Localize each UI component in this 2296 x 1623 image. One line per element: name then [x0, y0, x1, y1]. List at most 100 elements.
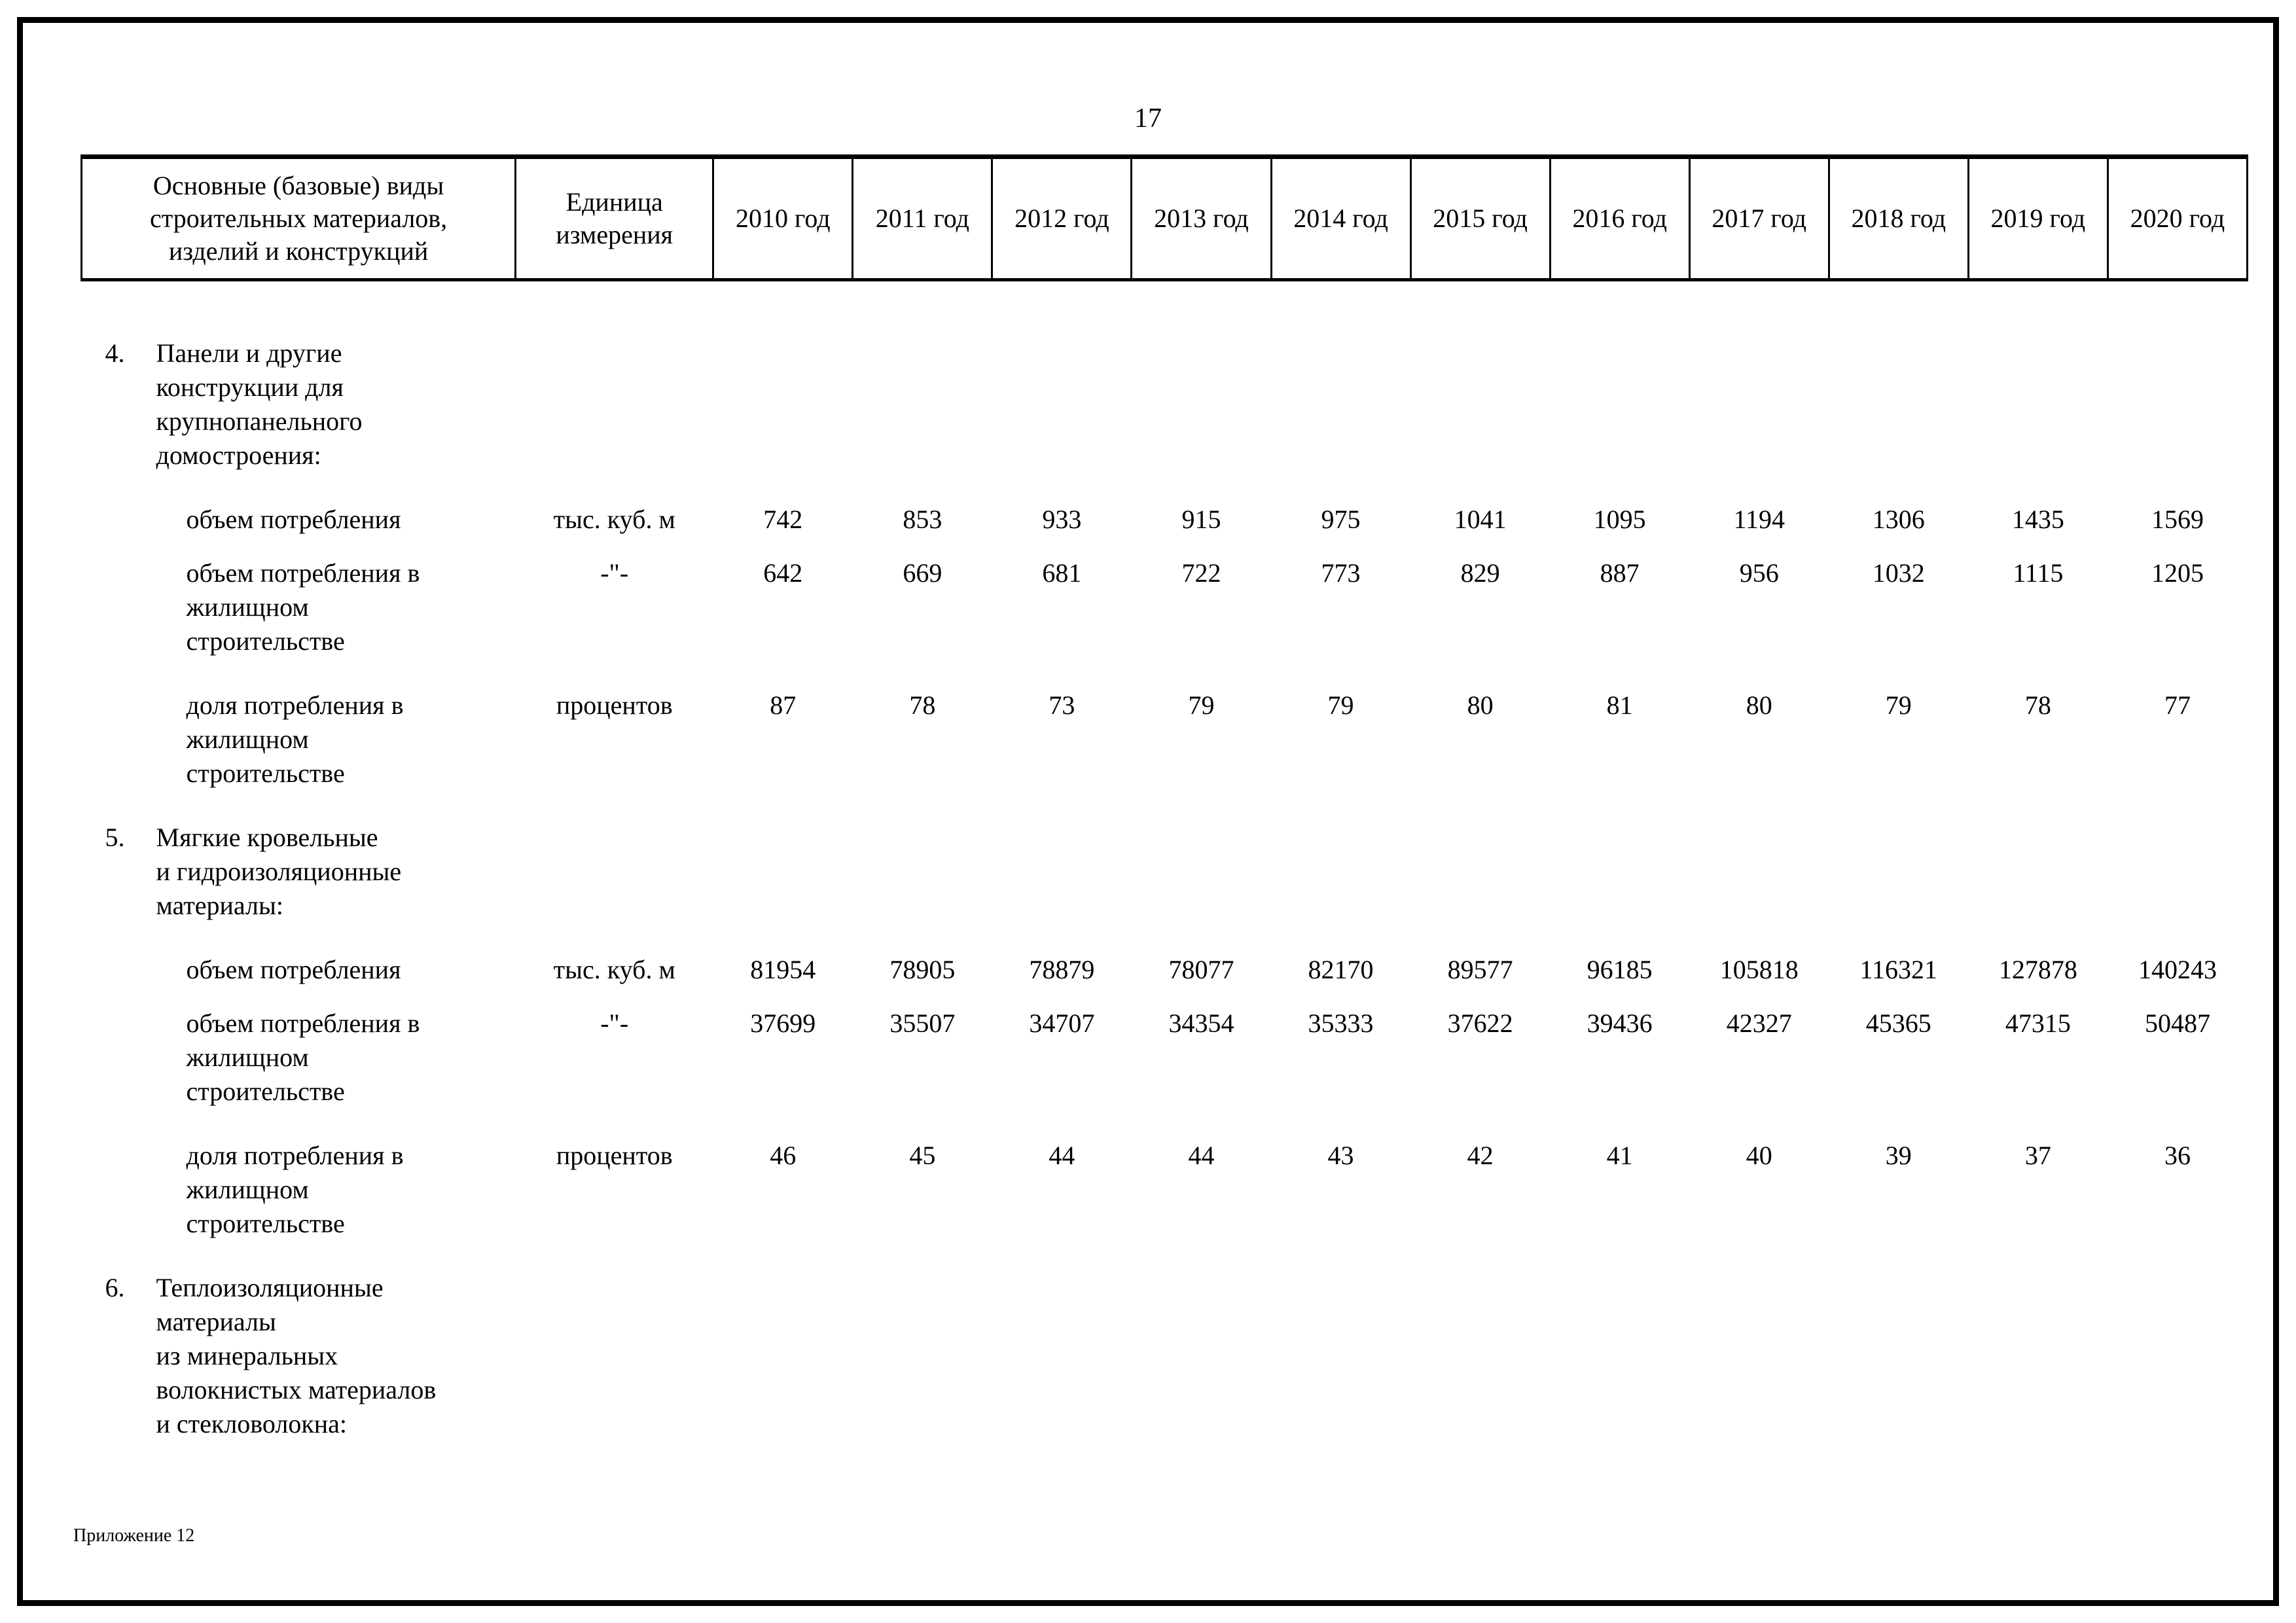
- value-cell: 36: [2164, 1141, 2191, 1170]
- value-cell: 42327: [1726, 1008, 1792, 1038]
- value-cell: 1032: [1872, 558, 1925, 588]
- table-row: объем потребления тыс. куб. м 81954 7890…: [82, 923, 2248, 987]
- table-row: доля потребления в жилищном строительств…: [82, 1109, 2248, 1241]
- item-label: Теплоизоляционные материалы из минеральн…: [156, 1273, 437, 1438]
- value-cell: 73: [1049, 690, 1075, 720]
- table-row: доля потребления в жилищном строительств…: [82, 658, 2248, 791]
- value-cell: 81: [1606, 690, 1633, 720]
- year-header: 2014 год: [1270, 154, 1412, 281]
- value-cell: 46: [770, 1141, 797, 1170]
- value-cell: 1306: [1872, 505, 1925, 534]
- table-row: объем потребления в жилищном строительст…: [82, 987, 2248, 1109]
- value-cell: 105818: [1719, 955, 1799, 984]
- value-cell: 78: [2024, 690, 2051, 720]
- value-cell: 742: [763, 505, 803, 534]
- item-number: 4.: [105, 338, 125, 368]
- value-cell: 773: [1321, 558, 1361, 588]
- value-cell: 79: [1885, 690, 1912, 720]
- value-cell: 1435: [2011, 505, 2064, 534]
- value-cell: 37622: [1447, 1008, 1513, 1038]
- value-cell: 39436: [1587, 1008, 1653, 1038]
- value-cell: 45365: [1865, 1008, 1931, 1038]
- item-label: объем потребления в жилищном строительст…: [186, 558, 420, 656]
- empty-cell: [516, 1241, 2248, 1441]
- header-row: Основные (базовые) виды строительных мат…: [80, 154, 2249, 281]
- value-cell: 956: [1739, 558, 1779, 588]
- value-cell: 80: [1467, 690, 1494, 720]
- value-cell: 642: [763, 558, 803, 588]
- value-cell: 1115: [2013, 558, 2064, 588]
- year-header: 2012 год: [991, 154, 1133, 281]
- value-cell: 50487: [2144, 1008, 2210, 1038]
- item-label: объем потребления в жилищном строительст…: [186, 1008, 420, 1106]
- value-cell: 78905: [889, 955, 956, 984]
- value-cell: 80: [1746, 690, 1772, 720]
- page-border-frame: [17, 17, 2279, 1606]
- unit-cell: -"-: [600, 558, 629, 588]
- page-number: 17: [1134, 103, 1162, 134]
- value-cell: 81954: [750, 955, 816, 984]
- table-row-section-4: 4. Панели и другие конструкции для крупно…: [82, 280, 2248, 473]
- value-cell: 42: [1467, 1141, 1494, 1170]
- appendix-note: Приложение 12: [73, 1525, 195, 1546]
- year-header: 2020 год: [2106, 154, 2249, 281]
- item-number: 5.: [105, 823, 125, 852]
- value-cell: 45: [909, 1141, 936, 1170]
- unit-cell: процентов: [556, 690, 673, 720]
- value-cell: 1205: [2151, 558, 2204, 588]
- table-body: 4. Панели и другие конструкции для крупно…: [82, 280, 2248, 1442]
- name-cell: 5. Мягкие кровельные и гидроизоляционные …: [82, 791, 516, 923]
- year-header: 2016 год: [1549, 154, 1691, 281]
- value-cell: 116321: [1859, 955, 1938, 984]
- column-header-unit: Единица измерения: [514, 154, 715, 281]
- empty-cell: [516, 280, 2248, 473]
- item-number: 6.: [105, 1273, 125, 1302]
- item-label: Мягкие кровельные и гидроизоляционные ма…: [156, 823, 402, 920]
- table-row: объем потребления тыс. куб. м 742 853 93…: [82, 473, 2248, 537]
- value-cell: 35507: [889, 1008, 956, 1038]
- value-cell: 34707: [1029, 1008, 1095, 1038]
- value-cell: 89577: [1447, 955, 1513, 984]
- name-cell: доля потребления в жилищном строительств…: [82, 1109, 516, 1241]
- value-cell: 887: [1600, 558, 1640, 588]
- year-header: 2017 год: [1688, 154, 1830, 281]
- value-cell: 140243: [2138, 955, 2217, 984]
- unit-cell: -"-: [600, 1008, 629, 1038]
- unit-cell: процентов: [556, 1141, 673, 1170]
- value-cell: 77: [2164, 690, 2191, 720]
- year-header: 2019 год: [1967, 154, 2109, 281]
- empty-cell: [516, 791, 2248, 923]
- value-cell: 78077: [1168, 955, 1234, 984]
- name-cell: объем потребления: [82, 923, 516, 987]
- value-cell: 41: [1606, 1141, 1633, 1170]
- value-cell: 79: [1188, 690, 1215, 720]
- table-row: объем потребления в жилищном строительст…: [82, 537, 2248, 658]
- table-row-section-6: 6. Теплоизоляционные материалы из минерал…: [82, 1241, 2248, 1441]
- value-cell: 34354: [1168, 1008, 1234, 1038]
- value-cell: 915: [1181, 505, 1221, 534]
- value-cell: 1569: [2151, 505, 2204, 534]
- name-cell: 4. Панели и другие конструкции для крупно…: [82, 280, 516, 473]
- value-cell: 1095: [1593, 505, 1646, 534]
- year-header: 2015 год: [1409, 154, 1551, 281]
- value-cell: 975: [1321, 505, 1361, 534]
- item-label: доля потребления в жилищном строительств…: [186, 690, 404, 788]
- value-cell: 87: [770, 690, 797, 720]
- year-header: 2018 год: [1827, 154, 1969, 281]
- value-cell: 39: [1885, 1141, 1912, 1170]
- table-row-section-5: 5. Мягкие кровельные и гидроизоляционные …: [82, 791, 2248, 923]
- value-cell: 35333: [1308, 1008, 1374, 1038]
- materials-table: Основные (базовые) виды строительных мат…: [80, 154, 2249, 1442]
- value-cell: 37: [2024, 1141, 2051, 1170]
- value-cell: 722: [1181, 558, 1221, 588]
- name-cell: объем потребления в жилищном строительст…: [82, 537, 516, 658]
- value-cell: 44: [1188, 1141, 1215, 1170]
- value-cell: 78: [909, 690, 936, 720]
- value-cell: 933: [1042, 505, 1082, 534]
- item-label: доля потребления в жилищном строительств…: [186, 1141, 404, 1238]
- value-cell: 681: [1042, 558, 1082, 588]
- item-label: объем потребления: [186, 955, 401, 984]
- year-header: 2010 год: [712, 154, 854, 281]
- year-header: 2013 год: [1130, 154, 1272, 281]
- value-cell: 829: [1460, 558, 1500, 588]
